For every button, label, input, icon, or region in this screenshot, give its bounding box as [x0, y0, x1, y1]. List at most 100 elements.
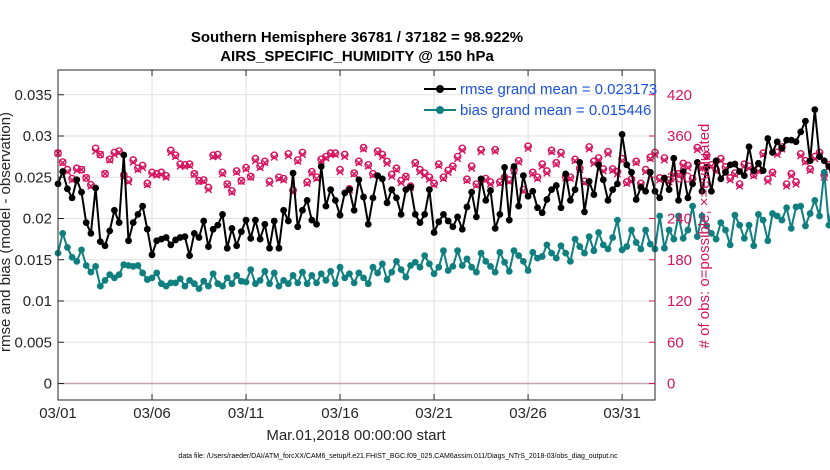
bias-point [364, 280, 372, 288]
bias-point [317, 270, 325, 278]
y-right-tick-label: 240 [667, 211, 692, 228]
obs-evaluated-marker [585, 145, 593, 153]
bias-point [242, 278, 250, 286]
obs-evaluated-marker [735, 182, 744, 190]
rmse-point [806, 157, 814, 165]
bias-point [261, 267, 269, 275]
bias-point [458, 262, 466, 269]
bias-point [64, 243, 71, 251]
obs-possible-marker [105, 155, 114, 164]
bias-point [548, 249, 555, 257]
x-tick-label: 03/01 [39, 405, 77, 422]
obs-evaluated-marker [806, 166, 814, 175]
bias-point [425, 260, 433, 268]
obs-possible-marker [763, 175, 772, 184]
bias-point [656, 212, 664, 220]
y-right-tick-label: 0 [667, 376, 675, 393]
rmse-point [78, 188, 85, 196]
bias-point [712, 235, 720, 243]
obs-evaluated-stroke [101, 170, 109, 178]
bias-point [223, 274, 231, 282]
obs-possible-marker [387, 170, 396, 179]
bias-point [529, 248, 537, 256]
obs-possible-marker [792, 178, 800, 186]
obs-possible-marker [740, 160, 749, 169]
bias-point [675, 212, 682, 220]
obs-evaluated-stroke [594, 156, 603, 164]
rmse-point [712, 157, 720, 165]
obs-evaluated-stroke [204, 185, 213, 194]
obs-evaluated-marker [477, 148, 485, 156]
bias-point [411, 258, 419, 266]
bias-point [618, 246, 626, 254]
rmse-point [519, 172, 527, 180]
rmse-point [214, 221, 222, 229]
obs-evaluated-marker [200, 177, 208, 186]
obs-evaluated-stroke [420, 171, 429, 179]
obs-possible-marker [392, 164, 401, 173]
bias-point [642, 226, 649, 234]
bias-point [759, 216, 767, 224]
obs-evaluated-marker [204, 185, 213, 194]
bias-point [106, 271, 114, 278]
plot-frame [57, 69, 656, 401]
obs-evaluated-marker [604, 150, 612, 158]
obs-evaluated-stroke [467, 164, 476, 173]
rmse-point [708, 187, 715, 195]
bias-point [773, 212, 781, 220]
bias-point [407, 262, 414, 269]
obs-evaluated-stroke [261, 159, 269, 167]
obs-possible-marker [101, 169, 109, 178]
rmse-point [566, 196, 574, 204]
rmse-point [96, 238, 104, 246]
obs-evaluated-stroke [439, 174, 448, 183]
obs-evaluated-stroke [322, 154, 330, 162]
obs-evaluated-marker [768, 170, 777, 178]
obs-evaluated-marker [223, 181, 231, 189]
y-axis-left: 0 0.005 0.01 0.015 0.02 0.025 0.03 0.035 [14, 87, 64, 393]
bias-point [764, 237, 772, 245]
bias-point [515, 252, 523, 260]
bias-point [444, 267, 452, 274]
rmse-point [576, 159, 584, 166]
x-tick-label: 03/06 [133, 405, 171, 422]
bias-point [252, 280, 259, 288]
obs-possible-marker [275, 173, 283, 182]
obs-evaluated-marker [336, 168, 344, 176]
obs-evaluated-stroke [533, 174, 542, 183]
obs-possible-marker [237, 176, 246, 185]
bias-point [313, 279, 320, 287]
obs-evaluated-stroke [298, 150, 307, 159]
rmse-point [454, 213, 461, 221]
bias-point [802, 222, 809, 230]
legend-rmse-label: rmse grand mean = 0.023173 [460, 81, 657, 98]
bias-point [590, 247, 598, 255]
rmse-point [425, 186, 433, 194]
rmse-point [378, 175, 386, 183]
bias-point [806, 210, 814, 217]
obs-possible-marker [383, 157, 391, 166]
obs-possible-marker [735, 180, 744, 189]
obs-evaluated-stroke [82, 174, 90, 182]
rmse-point [242, 216, 250, 224]
obs-evaluated-stroke [265, 179, 274, 188]
obs-evaluated-stroke [242, 165, 250, 173]
rmse-point [190, 229, 198, 237]
obs-evaluated-marker [341, 152, 349, 161]
bias-point [233, 272, 241, 279]
obs-evaluated-stroke [585, 145, 593, 153]
rmse-point [284, 217, 292, 225]
bias-point [299, 268, 306, 276]
bias-point [637, 245, 645, 253]
obs-possible-marker [58, 158, 67, 167]
bias-point [543, 241, 551, 249]
rmse-point [477, 175, 485, 183]
obs-possible-marker [533, 173, 542, 182]
obs-evaluated-stroke [364, 162, 372, 170]
obs-evaluated-stroke [458, 146, 466, 155]
obs-evaluated-marker [430, 181, 438, 189]
obs-evaluated-stroke [228, 188, 236, 197]
bias-point [341, 274, 349, 282]
obs-possible-marker [293, 156, 302, 164]
obs-possible-marker [364, 160, 373, 169]
